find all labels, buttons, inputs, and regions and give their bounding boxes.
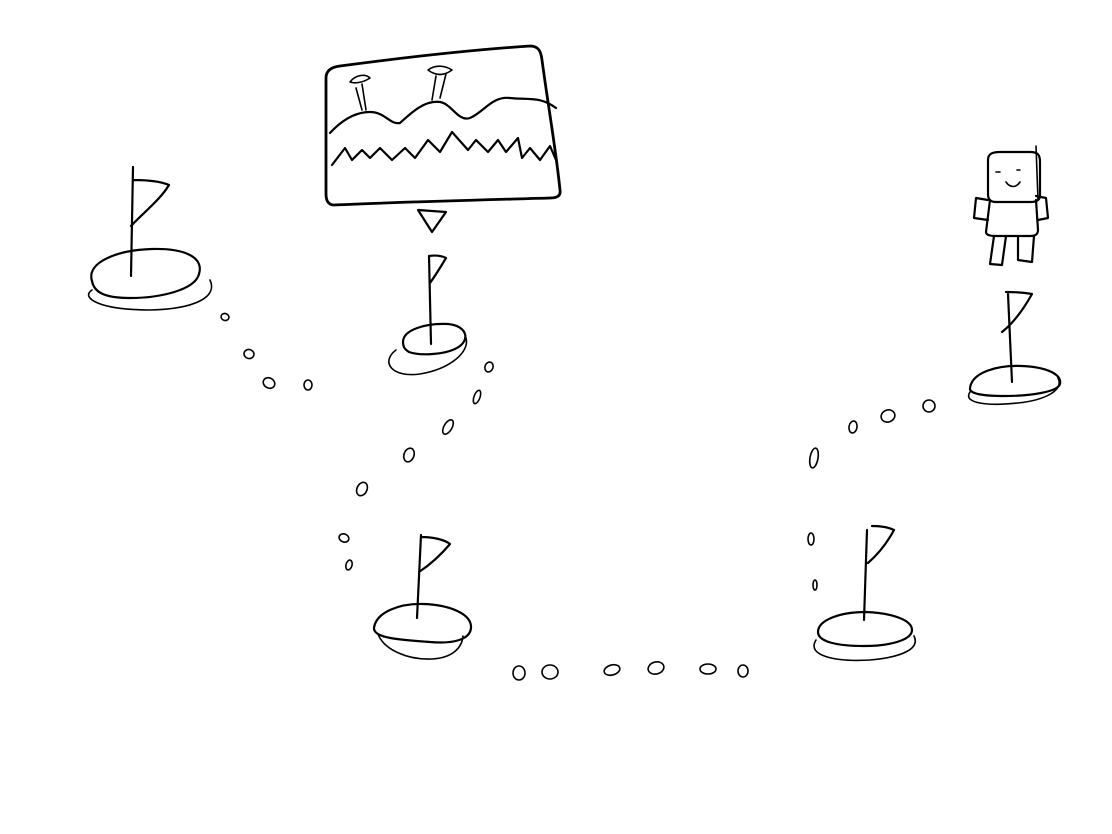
footprint	[345, 559, 353, 571]
stop-2-platform-icon	[401, 322, 467, 356]
player-arm-right	[1034, 194, 1050, 222]
stop-5-flag-icon	[1000, 290, 1034, 384]
map-stop-5[interactable]	[967, 290, 1062, 406]
stop-3-platform-shadow	[377, 633, 464, 660]
stop-1-platform-icon	[90, 247, 201, 300]
stop-5-platform-shadow	[967, 377, 1060, 406]
map-stop-4[interactable]	[813, 524, 916, 662]
stop-2-flag-icon	[427, 254, 448, 346]
player-character-icon[interactable]	[972, 145, 1050, 267]
landscape-tree-1-icon	[349, 74, 371, 111]
footprint	[808, 447, 820, 469]
footprint	[512, 665, 526, 681]
footprint	[484, 361, 494, 373]
footprint	[355, 481, 369, 497]
stop-2-platform-shadow	[388, 337, 468, 376]
footprint	[812, 579, 818, 591]
map-stop-1[interactable]	[87, 165, 213, 311]
path-stop-4-to-stop-5	[807, 399, 936, 591]
landscape-tree-2-icon	[427, 65, 453, 101]
footprint	[472, 389, 482, 405]
stop-4-platform-shadow	[813, 635, 916, 662]
player-head	[986, 150, 1042, 204]
footprint	[402, 447, 416, 463]
footprint	[303, 379, 313, 391]
footprint	[262, 376, 276, 390]
footprint	[647, 661, 665, 675]
footprint	[880, 409, 896, 423]
down-triangle-icon	[416, 208, 448, 234]
player-legs	[988, 234, 1036, 267]
stop-3-flag-icon	[415, 533, 452, 620]
stop-4-flag-icon	[862, 524, 896, 622]
landscape-hills	[328, 96, 558, 135]
footprint	[243, 348, 255, 360]
footprint	[338, 533, 350, 543]
stop-1-platform-shadow	[87, 279, 213, 311]
path-stop-3-to-stop-4	[512, 661, 749, 681]
footprint	[848, 420, 858, 434]
footprint	[922, 399, 936, 413]
player-antenna	[1035, 145, 1039, 201]
path-stop-2-to-stop-3	[338, 361, 494, 571]
footprint	[541, 664, 559, 680]
path-stop-1-to-stop-2	[220, 312, 313, 391]
player-arm-left	[972, 196, 990, 222]
footprint	[220, 312, 230, 322]
footprint	[737, 664, 749, 678]
map-stop-2[interactable]	[388, 254, 468, 376]
player-smile	[1005, 181, 1021, 188]
footprint	[699, 663, 717, 675]
stop-1-flag-icon	[129, 165, 171, 278]
stop-3-platform-icon	[372, 602, 473, 644]
footprint	[603, 663, 621, 677]
stop-4-platform-icon	[816, 610, 914, 648]
player-body	[984, 198, 1040, 238]
footprint	[807, 532, 815, 546]
map-stop-3[interactable]	[372, 533, 473, 660]
footprint	[441, 418, 455, 436]
stop-5-platform-icon	[968, 364, 1062, 398]
level-preview-card[interactable]	[324, 44, 562, 207]
landscape-preview-icon	[324, 44, 562, 207]
landscape-water	[330, 130, 558, 167]
